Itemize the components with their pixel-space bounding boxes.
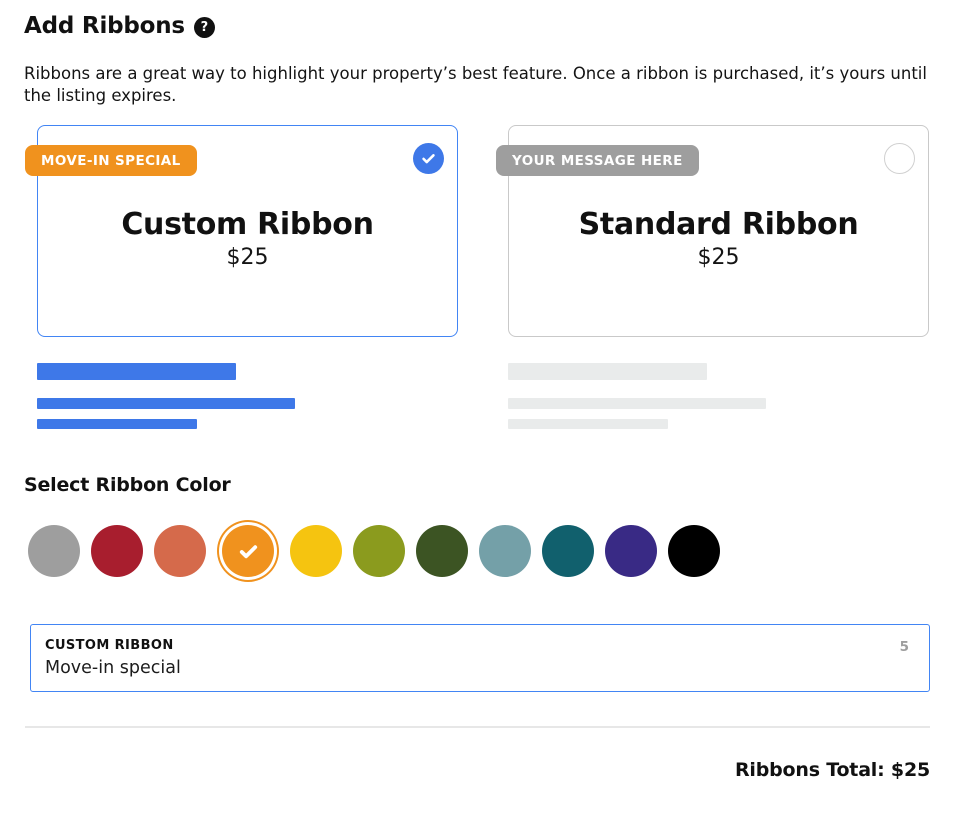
selected-check-radio[interactable] — [413, 143, 444, 174]
custom-ribbon-input[interactable] — [45, 658, 865, 678]
color-swatch-dark-green[interactable] — [416, 525, 468, 577]
color-swatch-steel-teal[interactable] — [479, 525, 531, 577]
skeleton-bar — [508, 363, 707, 380]
color-swatch-terracotta[interactable] — [154, 525, 206, 577]
color-swatch-orange[interactable] — [222, 525, 274, 577]
skeleton-bar — [37, 363, 236, 380]
color-swatch-black[interactable] — [668, 525, 720, 577]
check-icon — [239, 544, 257, 558]
select-ribbon-color-heading: Select Ribbon Color — [24, 474, 231, 496]
skeleton-bar — [37, 398, 295, 409]
color-swatch-gray[interactable] — [28, 525, 80, 577]
help-icon[interactable]: ? — [193, 16, 215, 38]
divider — [25, 726, 930, 728]
ribbon-badge-custom: MOVE-IN SPECIAL — [25, 145, 197, 176]
skeleton-bar — [508, 419, 668, 429]
custom-ribbon-field[interactable]: CUSTOM RIBBON 5 — [30, 624, 930, 692]
standard-ribbon-preview — [508, 363, 929, 429]
color-swatch-crimson[interactable] — [91, 525, 143, 577]
custom-ribbon-preview — [37, 363, 458, 429]
add-ribbons-section: Add Ribbons ? Ribbons are a great way to… — [24, 13, 930, 781]
color-swatch-indigo[interactable] — [605, 525, 657, 577]
ribbon-badge-standard: YOUR MESSAGE HERE — [496, 145, 699, 176]
description-text: Ribbons are a great way to highlight you… — [24, 64, 927, 105]
ribbon-price-standard: $25 — [697, 244, 740, 270]
ribbon-card-standard[interactable]: YOUR MESSAGE HERE Standard Ribbon $25 — [496, 125, 929, 337]
ribbons-total: Ribbons Total: $25 — [734, 759, 930, 781]
color-swatches — [28, 520, 930, 582]
page-title: Add Ribbons — [24, 13, 185, 39]
ribbon-options-row: MOVE-IN SPECIAL Custom Ribbon $25 YOUR M… — [25, 125, 930, 337]
color-swatch-gold[interactable] — [290, 525, 342, 577]
skeleton-bar — [37, 419, 197, 429]
ribbon-name-custom: Custom Ribbon — [121, 206, 374, 242]
color-swatch-olive[interactable] — [353, 525, 405, 577]
color-swatch-dark-teal[interactable] — [542, 525, 594, 577]
unselected-radio[interactable] — [884, 143, 915, 174]
ribbon-price-custom: $25 — [226, 244, 269, 270]
ribbon-name-standard: Standard Ribbon — [578, 206, 859, 242]
total-row: Ribbons Total: $25 — [24, 759, 930, 781]
custom-ribbon-label: CUSTOM RIBBON — [45, 638, 174, 653]
skeleton-bar — [508, 398, 766, 409]
page-header: Add Ribbons ? — [24, 13, 930, 39]
ribbon-card-custom[interactable]: MOVE-IN SPECIAL Custom Ribbon $25 — [25, 125, 458, 337]
check-icon — [422, 154, 435, 164]
character-counter: 5 — [899, 639, 909, 655]
ribbon-previews-row — [37, 363, 930, 429]
